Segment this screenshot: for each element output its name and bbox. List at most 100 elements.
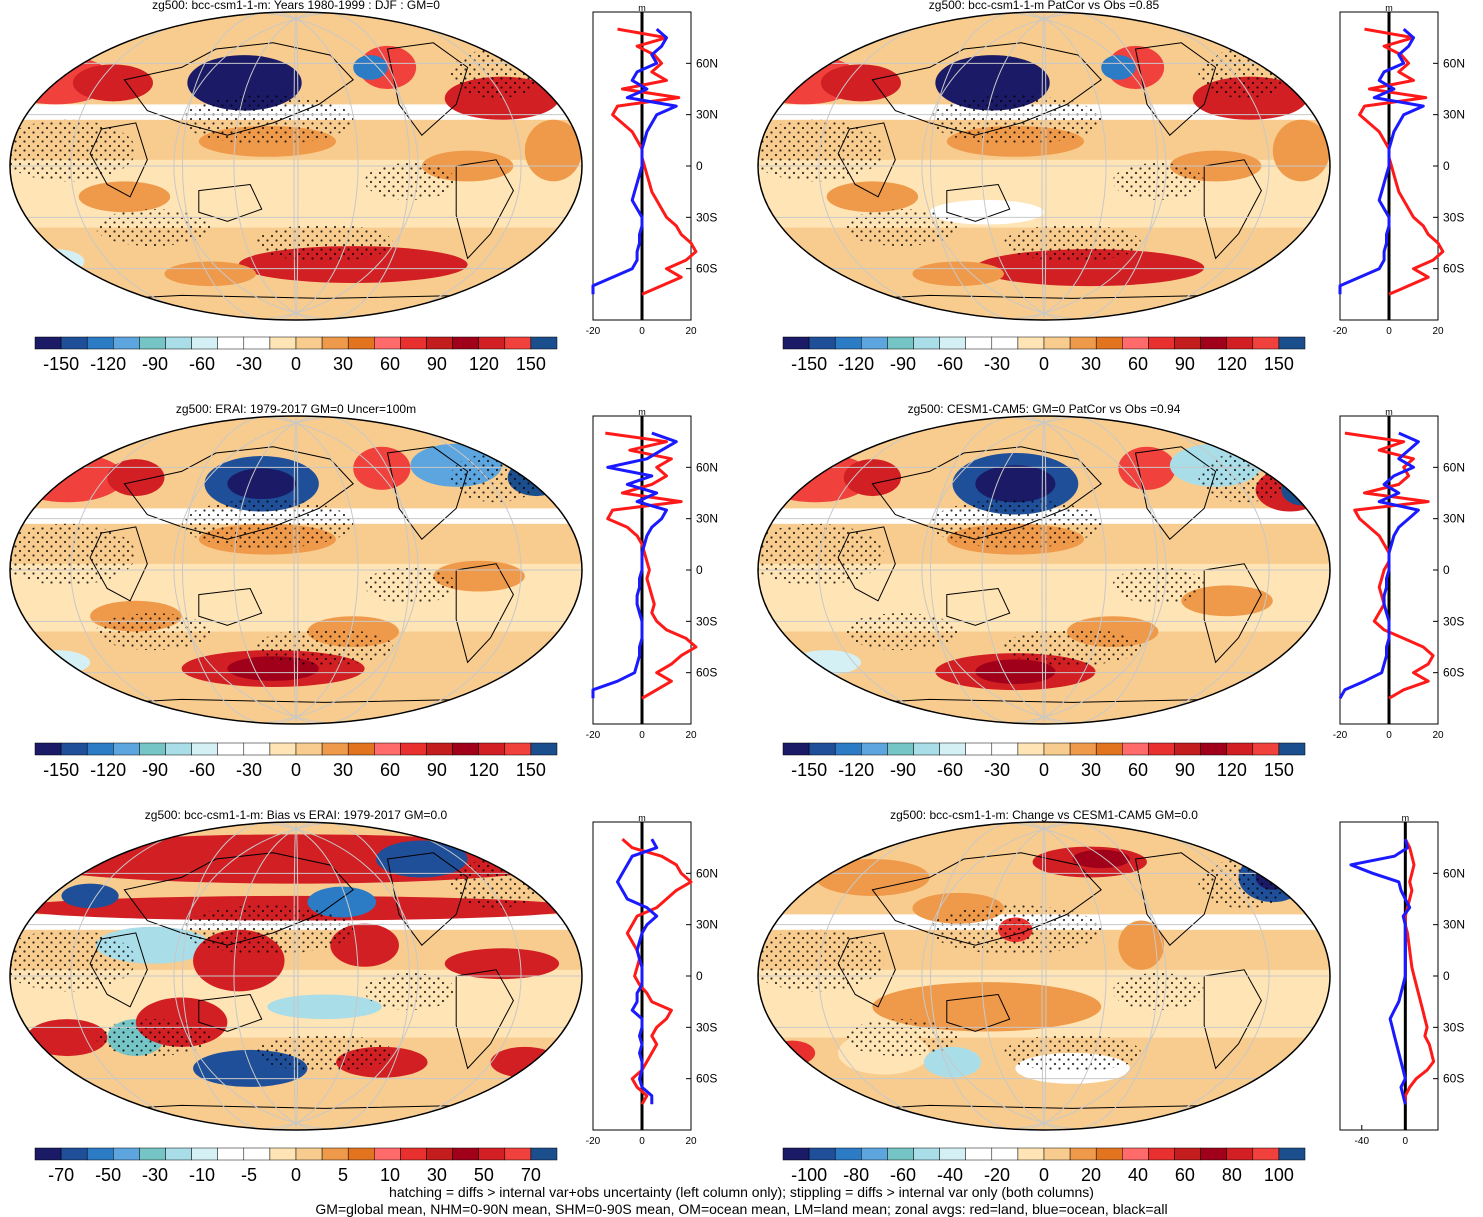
anomaly-blob bbox=[958, 67, 1027, 99]
zonal-lat-label: 60S bbox=[696, 1072, 717, 1086]
world-map bbox=[758, 416, 1330, 724]
colorbar-swatch bbox=[1174, 742, 1201, 756]
longitude-line bbox=[293, 12, 299, 320]
zonal-lat-label: 30N bbox=[1443, 108, 1465, 122]
colorbar-swatch bbox=[991, 336, 1019, 350]
zonal-lat-label: 0 bbox=[696, 563, 703, 577]
colorbar-swatch bbox=[478, 1147, 506, 1161]
anomaly-blob bbox=[227, 468, 296, 500]
anomaly-blob bbox=[792, 650, 861, 675]
colorbar-swatch bbox=[1200, 742, 1227, 756]
stipple-region bbox=[255, 628, 394, 666]
colorbar-tick-label: 60 bbox=[1175, 1165, 1195, 1185]
longitude-line bbox=[1041, 822, 1047, 1130]
colorbar-swatch bbox=[452, 1147, 479, 1161]
anomaly-blob bbox=[61, 883, 119, 909]
stipple-region bbox=[95, 613, 211, 651]
colorbar-swatch bbox=[295, 1147, 323, 1161]
colorbar-tick-label: 30 bbox=[333, 354, 353, 374]
footer-hatching-note: hatching = diffs > internal var+obs unce… bbox=[389, 1184, 1094, 1200]
zonal-x-tick-label: 20 bbox=[685, 730, 697, 741]
colorbar-swatch bbox=[191, 742, 218, 756]
colorbar-swatch bbox=[530, 742, 558, 756]
colorbar-swatch bbox=[1095, 336, 1123, 350]
colorbar-swatch bbox=[1017, 336, 1045, 350]
colorbar-swatch bbox=[1278, 1147, 1306, 1161]
colorbar-swatch bbox=[1148, 742, 1175, 756]
colorbar-swatch bbox=[1122, 1147, 1149, 1161]
colorbar-tick-label: -5 bbox=[241, 1165, 257, 1185]
colorbar-swatch bbox=[1174, 336, 1201, 350]
zonal-lat-label: 30N bbox=[1443, 512, 1465, 526]
stipple-region bbox=[1112, 972, 1205, 1010]
zonal-x-tick-label: 20 bbox=[1432, 326, 1444, 337]
colorbar-swatch bbox=[1252, 1147, 1280, 1161]
colorbar-tick-label: 90 bbox=[427, 354, 447, 374]
anomaly-blob bbox=[1118, 920, 1165, 970]
colorbar-swatch bbox=[504, 1147, 532, 1161]
colorbar-swatch bbox=[1095, 1147, 1123, 1161]
zonal-series-ocean bbox=[616, 838, 659, 1105]
longitude-line bbox=[818, 822, 1167, 1130]
world-map bbox=[758, 822, 1330, 1130]
zonal-x-tick-label: -20 bbox=[586, 326, 601, 337]
colorbar-swatch bbox=[913, 1147, 940, 1161]
colorbar-tick-label: -90 bbox=[890, 354, 916, 374]
anomaly-blob bbox=[820, 64, 902, 102]
colorbar-swatch bbox=[295, 742, 323, 756]
colorbar-swatch bbox=[808, 742, 836, 756]
colorbar-swatch bbox=[1226, 1147, 1254, 1161]
colorbar: -150 -120 -90 -60 -30 0 30 60 90 120 150 bbox=[34, 742, 558, 780]
zonal-series-land bbox=[605, 431, 698, 700]
anomaly-blob bbox=[1072, 849, 1130, 869]
zonal-series-ocean bbox=[591, 431, 678, 699]
stipple-region bbox=[843, 613, 959, 651]
coastline bbox=[1134, 42, 1217, 136]
colorbar-swatch bbox=[913, 336, 940, 350]
zonal-series-ocean bbox=[591, 27, 678, 295]
zonal-lat-label: 30N bbox=[696, 108, 718, 122]
colorbar-tick-label: -60 bbox=[890, 1165, 916, 1185]
colorbar-tick-label: -90 bbox=[142, 354, 168, 374]
longitude-line bbox=[233, 12, 411, 320]
colorbar-swatch bbox=[374, 336, 401, 350]
map-border bbox=[757, 821, 1331, 1131]
stipple-region bbox=[364, 566, 457, 604]
colorbar-swatch bbox=[1069, 1147, 1097, 1161]
anomaly-blob bbox=[769, 1040, 816, 1066]
anomaly-blob bbox=[353, 446, 411, 490]
longitude-line bbox=[233, 822, 411, 1130]
zonal-unit-label: m bbox=[638, 3, 646, 13]
colorbar-swatch bbox=[1043, 742, 1071, 756]
stipple-region bbox=[1112, 566, 1205, 604]
colorbar-swatch bbox=[452, 336, 479, 350]
colorbar-swatch bbox=[1226, 336, 1254, 350]
anomaly-blob bbox=[975, 249, 1205, 287]
stipple-region bbox=[10, 523, 136, 586]
coastline bbox=[946, 993, 1011, 1032]
zonal-lat-label: 60N bbox=[696, 460, 718, 474]
anomaly-blob bbox=[72, 64, 153, 102]
colorbar-tick-label: 30 bbox=[333, 760, 353, 780]
zonal-lat-label: 60S bbox=[1443, 262, 1464, 276]
longitude-line bbox=[173, 822, 522, 1130]
zonal-x-tick-label: -20 bbox=[1333, 326, 1348, 337]
zonal-lat-label: 0 bbox=[1443, 563, 1450, 577]
stipple-region bbox=[929, 499, 1102, 549]
stipple-region bbox=[10, 929, 136, 992]
colorbar-tick-label: -50 bbox=[95, 1165, 121, 1185]
zonal-x-tick-label: 0 bbox=[639, 1136, 645, 1147]
colorbar-swatch bbox=[347, 742, 375, 756]
zonal-x-tick-label: 0 bbox=[1386, 730, 1392, 741]
coastline bbox=[123, 446, 354, 540]
colorbar-tick-label: 0 bbox=[1039, 354, 1049, 374]
panel-title: zg500: bcc-csm1-1-m: Change vs CESM1-CAM… bbox=[890, 808, 1198, 822]
colorbar-tick-label: -30 bbox=[142, 1165, 168, 1185]
colorbar-swatch bbox=[1069, 742, 1097, 756]
zonal-lat-label: 60N bbox=[696, 866, 718, 880]
zonal-lat-label: 30S bbox=[696, 210, 717, 224]
colorbar-swatch bbox=[1043, 1147, 1071, 1161]
colorbar-tick-label: 90 bbox=[427, 760, 447, 780]
longitude-line bbox=[818, 12, 1167, 320]
